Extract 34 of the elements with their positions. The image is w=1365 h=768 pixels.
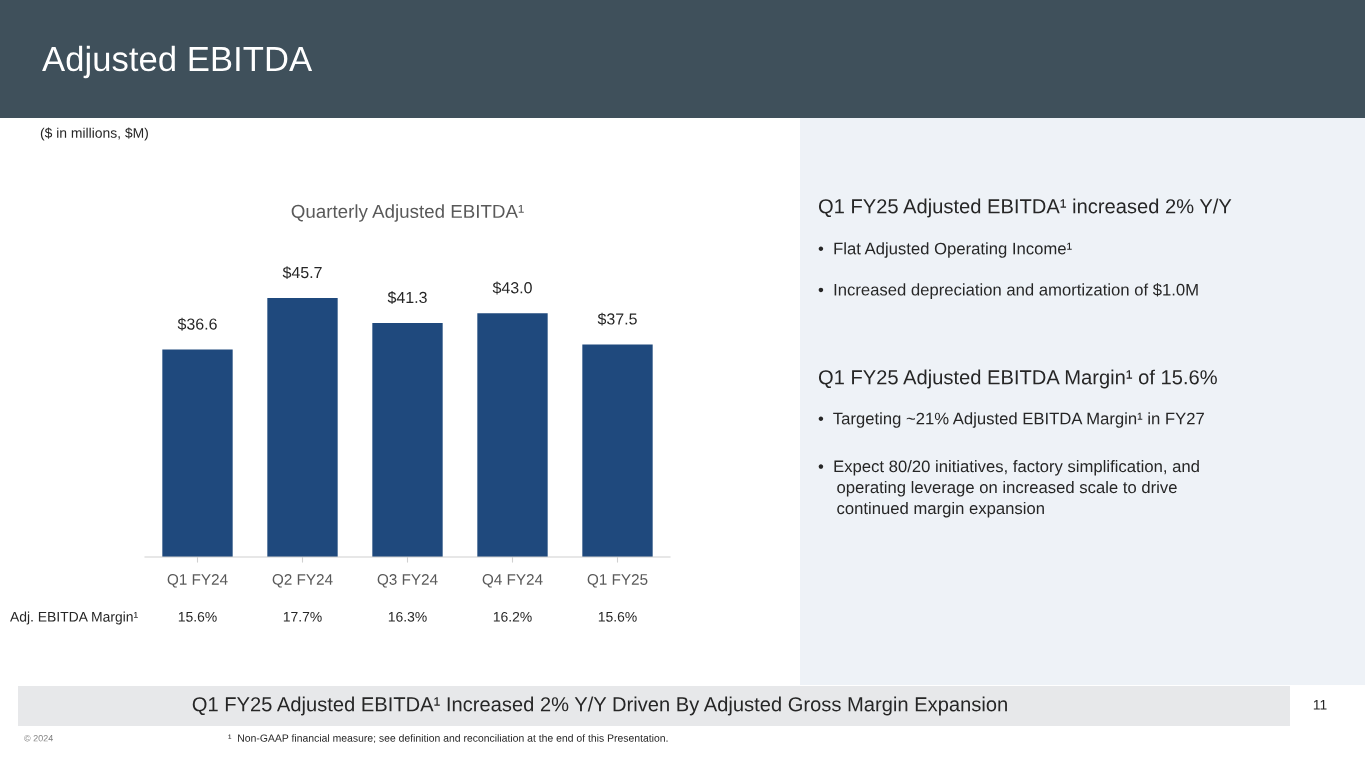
x-tick-label: Q1 FY25 [587, 574, 648, 588]
text: Adj. EBITDA Margin¹ [10, 611, 138, 625]
bar [162, 349, 233, 557]
text: 15.6% [178, 611, 217, 622]
text: 11 [1313, 700, 1327, 710]
bar [267, 297, 338, 557]
x-tick-label: Q1 FY24 [167, 574, 228, 588]
text: • Increased depreciation and amortization of $1.0M [818, 283, 1198, 299]
text: 16.3% [388, 611, 427, 622]
data-label: $45.7 [282, 266, 322, 280]
x-tick-label: Q3 FY24 [377, 574, 438, 588]
data-label: $37.5 [597, 312, 637, 326]
chart-subtitle: ($ in millions, $M) [40, 127, 148, 141]
x-tick-label: Q4 FY24 [482, 574, 543, 588]
text: Q1 FY25 Adjusted EBITDA¹ Increased 2% Y/Y Driven By Adjusted Gross Margin Expansion [192, 696, 1007, 716]
text: 17.7% [283, 611, 322, 622]
chart-title: Quarterly Adjusted EBITDA¹ [291, 204, 524, 222]
data-label: $43.0 [492, 281, 532, 295]
x-tick-label: Q2 FY24 [272, 574, 333, 588]
text: Adjusted EBITDA [42, 45, 313, 79]
data-label: $36.6 [177, 317, 217, 331]
text: 15.6% [598, 611, 637, 622]
bar [582, 344, 653, 557]
text: • Expect 80/20 initiatives, factory simplification, and operating leverage on increased scale to drive continued margin expansion [818, 460, 1199, 518]
bar [477, 313, 548, 557]
data-label: $41.3 [387, 291, 427, 305]
text: Q1 FY25 Adjusted EBITDA¹ increased 2% Y/Y [818, 198, 1232, 218]
text: Q1 FY25 Adjusted EBITDA Margin¹ of 15.6% [818, 369, 1217, 389]
text: 16.2% [493, 611, 532, 622]
text: © 2024 [24, 735, 53, 742]
text: • Flat Adjusted Operating Income¹ [818, 242, 1072, 258]
text: • Targeting ~21% Adjusted EBITDA Margin¹ in FY27 [818, 412, 1204, 428]
text: ¹ Non-GAAP financial measure; see definition and reconciliation at the end of this Presentation. [228, 734, 668, 744]
bar [372, 322, 443, 557]
